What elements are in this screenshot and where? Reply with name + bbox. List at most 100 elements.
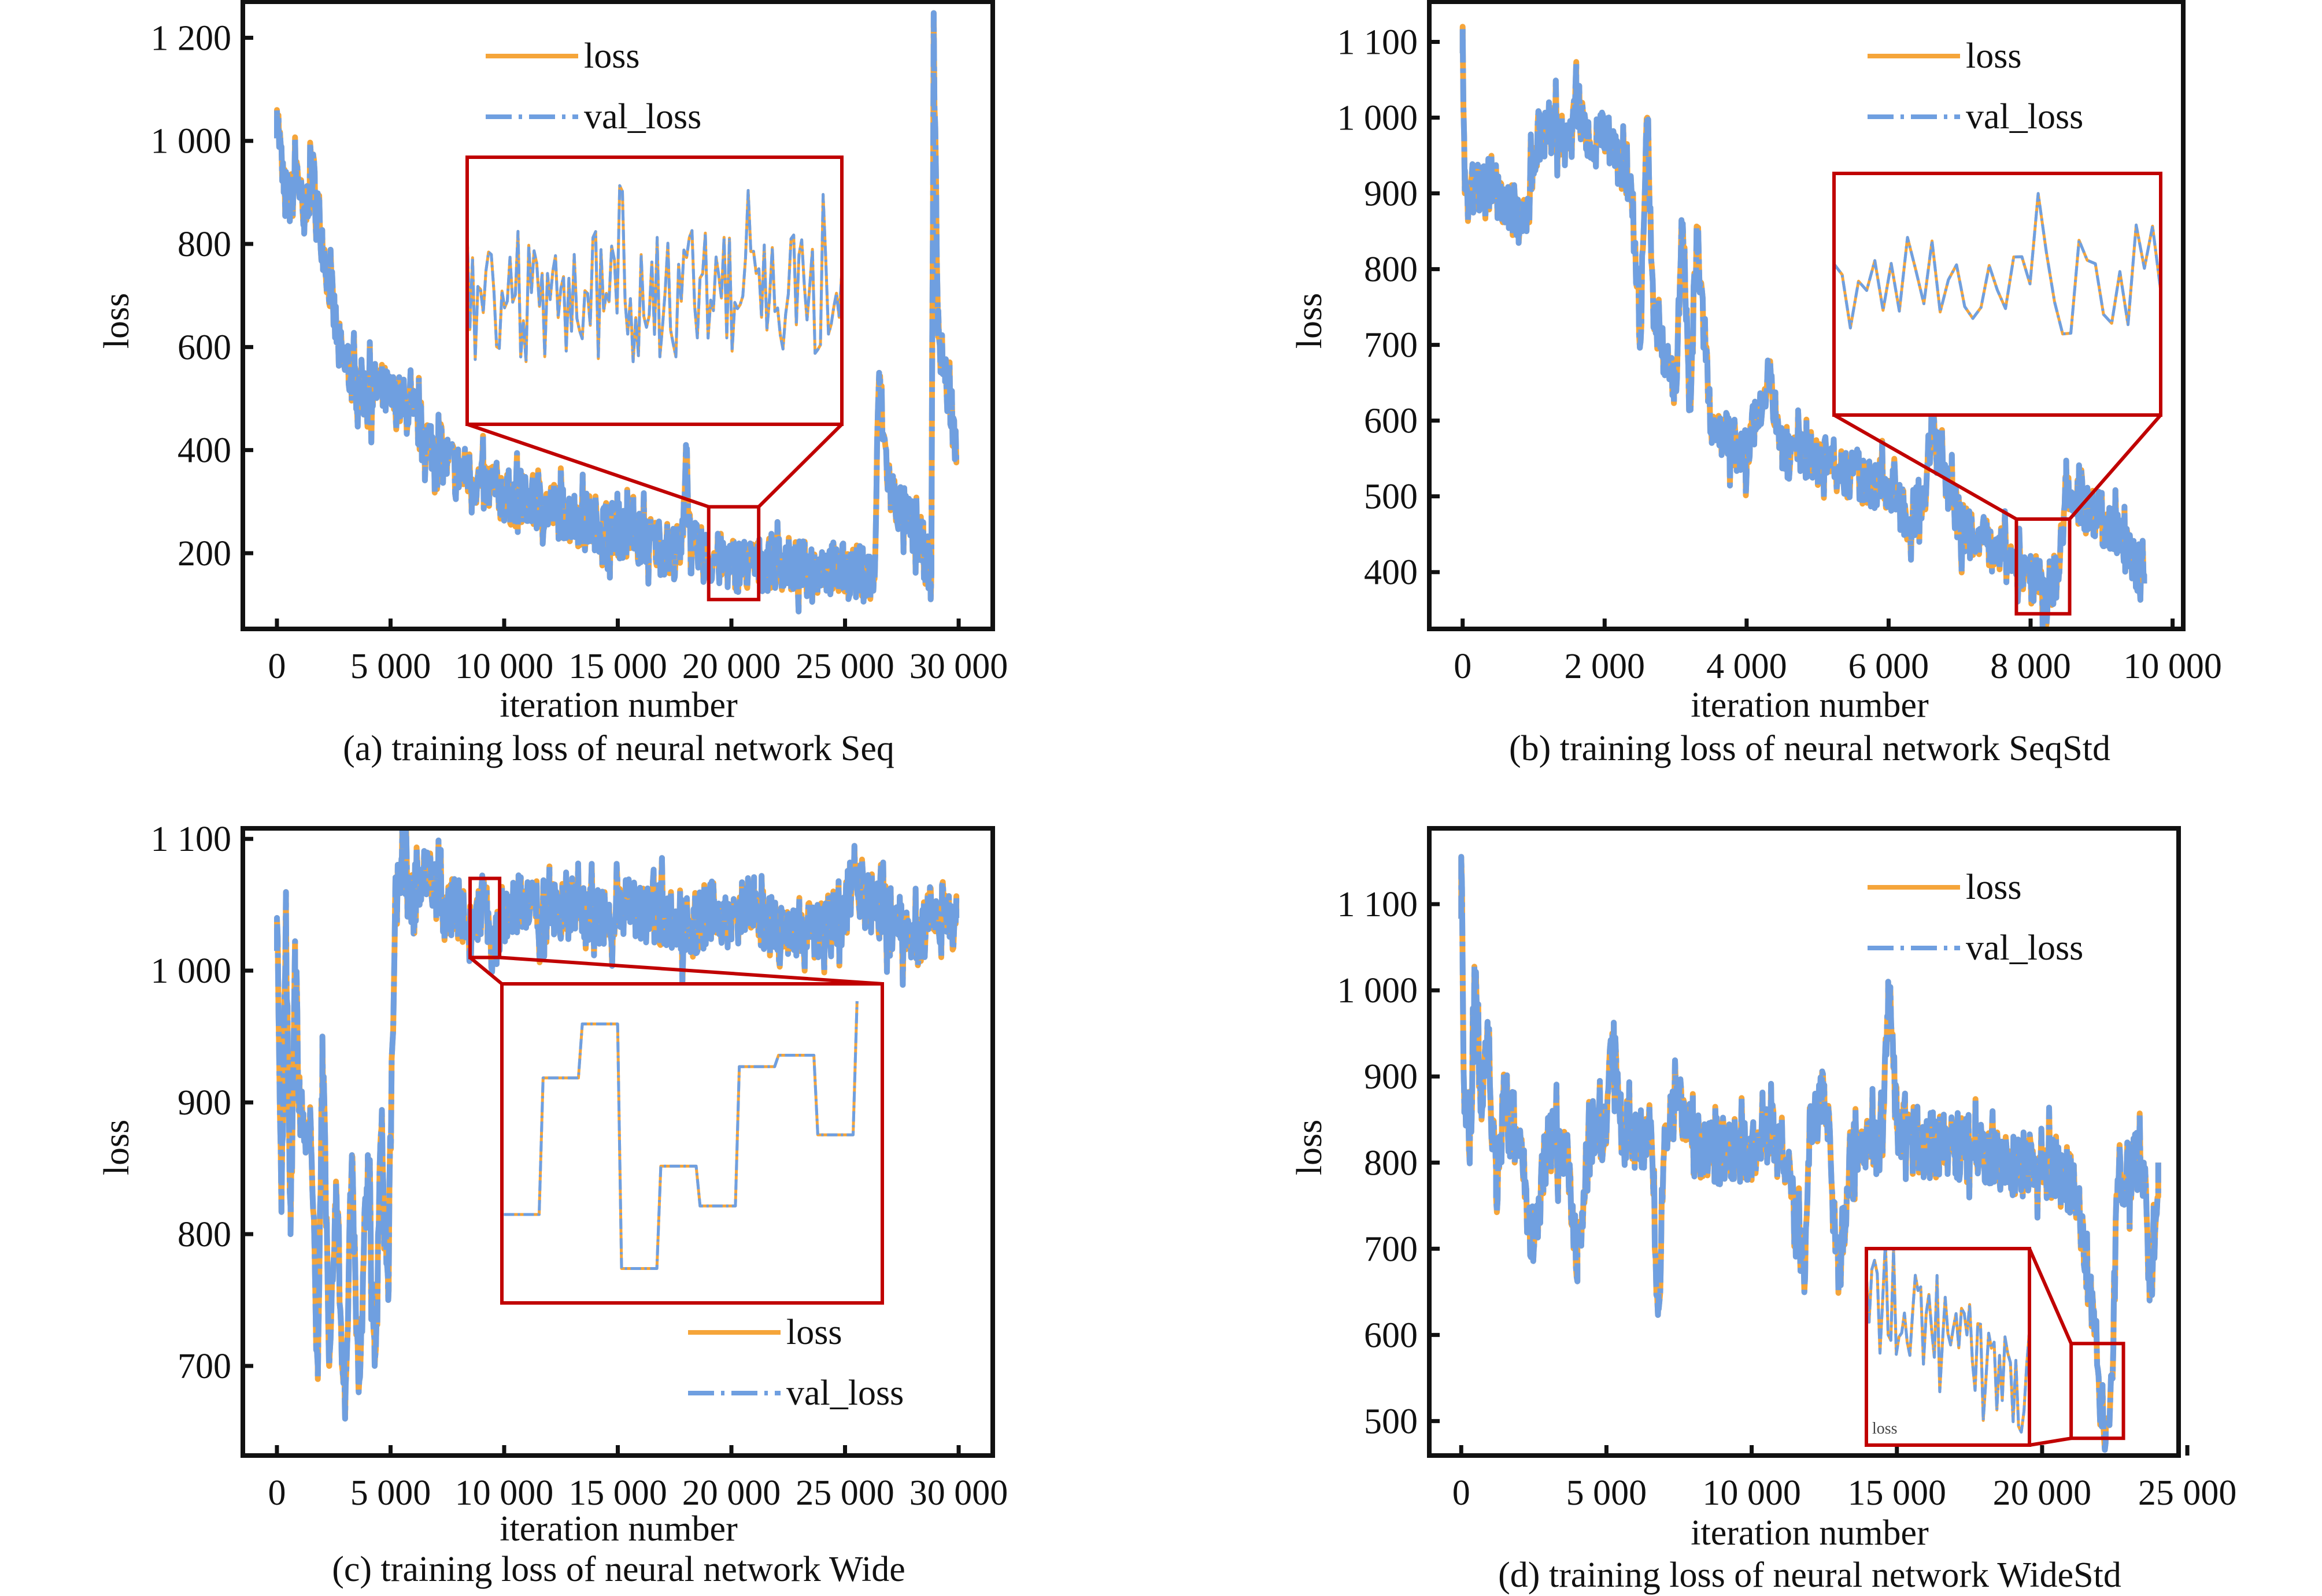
ytick-label-c: 700 — [178, 1347, 231, 1386]
xtick-label-c: 15 000 — [568, 1473, 667, 1513]
inset-series-val-loss-c — [504, 1001, 859, 1270]
series-val-loss-a — [274, 10, 960, 614]
inset-plot-c — [504, 1001, 859, 1270]
series-val-loss-b — [1459, 24, 2147, 629]
ytick-label-a: 600 — [178, 328, 231, 367]
xtick-label-a: 0 — [268, 647, 286, 686]
ytick-label-b: 700 — [1364, 326, 1418, 365]
inset-frame-b — [1832, 172, 2162, 417]
axes-frame-d — [1427, 826, 2181, 1458]
xtick-label-b: 8 000 — [1990, 647, 2071, 686]
legend-label-val-loss: val_loss — [1966, 97, 2083, 136]
zoom-connector-d — [2029, 1436, 2072, 1447]
xtick-label-c: 30 000 — [909, 1473, 1008, 1513]
ytick-label-b: 600 — [1364, 402, 1418, 441]
zoom-region-box-a — [707, 505, 761, 602]
xtick-label-c: 10 000 — [455, 1473, 554, 1513]
inset-plot-d — [1868, 1250, 2028, 1434]
xtick-label-b: 6 000 — [1848, 647, 1929, 686]
zoom-connector-b — [2068, 414, 2162, 520]
xtick-label-a: 25 000 — [796, 647, 894, 686]
legend-label-val-loss: val_loss — [1966, 928, 2083, 968]
ytick-label-c: 900 — [178, 1083, 231, 1123]
zoom-connector-c — [499, 956, 883, 986]
ytick-label-c: 1 000 — [151, 951, 232, 991]
xtick-label-b: 2 000 — [1565, 647, 1646, 686]
legend-label-val-loss: val_loss — [584, 97, 701, 136]
ytick-label-c: 1 100 — [151, 820, 232, 859]
ylabel-c: loss — [97, 1120, 136, 1175]
xtick-label-d: 10 000 — [1702, 1473, 1801, 1513]
ytick-label-d: 600 — [1364, 1316, 1418, 1355]
legend-label-val-loss: val_loss — [786, 1373, 904, 1413]
xtick-label-c: 20 000 — [682, 1473, 781, 1513]
ytick-label-d: 800 — [1364, 1143, 1418, 1183]
xtick-label-d: 0 — [1452, 1473, 1470, 1513]
caption-c: (c) training loss of neural network Wide — [332, 1550, 905, 1589]
caption-b: (b) training loss of neural network SeqS… — [1509, 729, 2110, 768]
ytick-label-d: 900 — [1364, 1057, 1418, 1097]
legend-b: loss val_loss — [1868, 36, 2083, 136]
xlabel-a: iteration number — [500, 686, 738, 725]
xtick-label-c: 0 — [268, 1473, 286, 1513]
inset-frame-c — [500, 982, 884, 1305]
ytick-label-a: 1 000 — [151, 122, 232, 161]
ytick-label-b: 400 — [1364, 553, 1418, 593]
xtick-label-a: 30 000 — [909, 647, 1008, 686]
axes-frame-b — [1427, 0, 2186, 631]
ytick-label-d: 1 100 — [1337, 885, 1418, 924]
legend-d: loss val_loss — [1868, 868, 2083, 968]
plot-area-a — [274, 10, 960, 614]
ytick-label-b: 800 — [1364, 250, 1418, 290]
xtick-label-b: 10 000 — [2123, 647, 2222, 686]
xtick-label-a: 15 000 — [568, 647, 667, 686]
inset-plot-a — [469, 184, 840, 364]
legend-label-loss: loss — [1966, 868, 2021, 907]
xtick-label-d: 15 000 — [1847, 1473, 1946, 1513]
ytick-label-b: 900 — [1364, 175, 1418, 214]
xtick-label-d: 25 000 — [2138, 1473, 2237, 1513]
zoom-region-box-c — [468, 876, 502, 960]
panel-b-seqstd: loss iteration number (b) training loss … — [1290, 0, 2222, 768]
xtick-label-d: 20 000 — [1993, 1473, 2092, 1513]
ytick-label-a: 800 — [178, 225, 231, 264]
ytick-label-c: 800 — [178, 1215, 231, 1254]
xlabel-c: iteration number — [500, 1509, 738, 1549]
ylabel-b: loss — [1290, 293, 1329, 349]
caption-d: (d) training loss of neural network Wide… — [1498, 1556, 2121, 1595]
series-val-loss-d — [1458, 854, 2161, 1453]
ytick-label-b: 500 — [1364, 477, 1418, 517]
zoom-connector-a — [757, 423, 844, 508]
zoom-region-box-d — [2069, 1342, 2125, 1441]
xtick-label-a: 5 000 — [350, 647, 431, 686]
plot-area-d — [1458, 854, 2161, 1453]
ytick-label-d: 1 000 — [1337, 971, 1418, 1010]
plot-area-b — [1459, 24, 2147, 629]
ytick-label-b: 1 100 — [1337, 23, 1418, 62]
ytick-label-a: 1 200 — [151, 18, 232, 58]
inset-label-d: loss — [1872, 1420, 1898, 1438]
legend-label-loss: loss — [584, 36, 639, 76]
inset-series-val-loss-b — [1836, 192, 2159, 336]
xtick-label-d: 5 000 — [1566, 1473, 1647, 1513]
zoom-connector-a — [467, 423, 709, 509]
ytick-label-d: 500 — [1364, 1402, 1418, 1441]
ytick-label-b: 1 000 — [1337, 98, 1418, 138]
xtick-label-c: 25 000 — [796, 1473, 894, 1513]
panel-c-wide: loss iteration number (c) training loss … — [97, 820, 1008, 1589]
xlabel-d: iteration number — [1691, 1513, 1929, 1553]
xtick-label-a: 10 000 — [455, 647, 554, 686]
legend-label-loss: loss — [786, 1313, 842, 1352]
zoom-connector-d — [2028, 1247, 2073, 1345]
zoom-region-box-b — [2014, 517, 2072, 616]
ylabel-d: loss — [1290, 1120, 1329, 1175]
panel-a-seq: loss iteration number (a) training loss … — [97, 0, 1008, 768]
ylabel-a: loss — [97, 293, 136, 349]
xtick-label-c: 5 000 — [350, 1473, 431, 1513]
caption-a: (a) training loss of neural network Seq — [343, 729, 894, 768]
legend-label-loss: loss — [1966, 36, 2021, 76]
xlabel-b: iteration number — [1691, 686, 1929, 725]
inset-series-val-loss-a — [469, 184, 840, 364]
xtick-label-a: 20 000 — [682, 647, 781, 686]
